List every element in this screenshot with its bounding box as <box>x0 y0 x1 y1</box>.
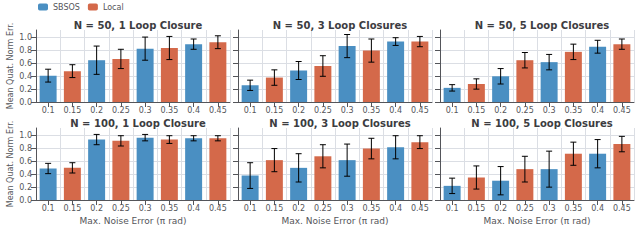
svg-text:0.45: 0.45 <box>209 204 227 213</box>
svg-text:0.35: 0.35 <box>160 204 178 213</box>
svg-text:Local: Local <box>103 3 124 12</box>
svg-text:0.6: 0.6 <box>19 157 32 166</box>
svg-text:0.35: 0.35 <box>564 106 582 115</box>
svg-text:0.6: 0.6 <box>19 59 32 68</box>
svg-text:0.3: 0.3 <box>341 106 354 115</box>
svg-text:0.45: 0.45 <box>209 106 227 115</box>
svg-text:0.25: 0.25 <box>314 106 332 115</box>
svg-text:0.25: 0.25 <box>516 106 534 115</box>
svg-text:0.15: 0.15 <box>265 204 283 213</box>
svg-text:0.35: 0.35 <box>362 204 380 213</box>
svg-text:0.2: 0.2 <box>494 204 507 213</box>
svg-text:0.2: 0.2 <box>494 106 507 115</box>
svg-text:0.4: 0.4 <box>389 106 402 115</box>
svg-text:Max. Noise Error (π rad): Max. Noise Error (π rad) <box>79 216 186 226</box>
svg-text:N = 50, 1 Loop Closure: N = 50, 1 Loop Closure <box>74 20 203 31</box>
svg-text:0.2: 0.2 <box>19 183 32 192</box>
svg-text:0.35: 0.35 <box>362 106 380 115</box>
svg-text:0.1: 0.1 <box>446 106 459 115</box>
svg-text:0.4: 0.4 <box>19 170 32 179</box>
svg-text:0.45: 0.45 <box>411 204 429 213</box>
svg-text:N = 100, 5 Loop Closures: N = 100, 5 Loop Closures <box>471 118 612 129</box>
svg-text:0.15: 0.15 <box>467 106 485 115</box>
svg-text:N = 50, 3 Loop Closures: N = 50, 3 Loop Closures <box>273 20 408 31</box>
svg-text:0.0: 0.0 <box>19 196 32 205</box>
svg-text:0.25: 0.25 <box>112 106 130 115</box>
svg-text:0.1: 0.1 <box>446 204 459 213</box>
svg-text:0.4: 0.4 <box>591 106 604 115</box>
svg-text:0.8: 0.8 <box>19 46 32 55</box>
svg-text:0.8: 0.8 <box>19 144 32 153</box>
svg-text:0.3: 0.3 <box>139 106 152 115</box>
svg-text:0.1: 0.1 <box>244 204 257 213</box>
svg-text:0.1: 0.1 <box>42 204 55 213</box>
svg-text:0.4: 0.4 <box>187 106 200 115</box>
svg-text:0.25: 0.25 <box>112 204 130 213</box>
svg-text:0.1: 0.1 <box>42 106 55 115</box>
svg-text:N = 50, 5 Loop Closures: N = 50, 5 Loop Closures <box>475 20 610 31</box>
svg-text:0.15: 0.15 <box>63 106 81 115</box>
svg-text:Max. Noise Error (π rad): Max. Noise Error (π rad) <box>483 216 590 226</box>
svg-text:0.4: 0.4 <box>187 204 200 213</box>
svg-text:0.2: 0.2 <box>292 106 305 115</box>
svg-text:Mean Quat. Norm Err.: Mean Quat. Norm Err. <box>6 121 15 208</box>
svg-text:1.0: 1.0 <box>19 131 32 140</box>
svg-text:0.25: 0.25 <box>516 204 534 213</box>
svg-text:0.45: 0.45 <box>613 204 631 213</box>
svg-text:0.1: 0.1 <box>244 106 257 115</box>
svg-text:0.4: 0.4 <box>591 204 604 213</box>
svg-text:0.15: 0.15 <box>265 106 283 115</box>
svg-text:0.25: 0.25 <box>314 204 332 213</box>
svg-text:0.15: 0.15 <box>467 204 485 213</box>
svg-text:0.3: 0.3 <box>341 204 354 213</box>
svg-text:N = 100, 3 Loop Closures: N = 100, 3 Loop Closures <box>269 118 410 129</box>
svg-text:0.0: 0.0 <box>19 98 32 107</box>
svg-text:0.3: 0.3 <box>543 106 556 115</box>
svg-text:1.0: 1.0 <box>19 33 32 42</box>
svg-text:0.35: 0.35 <box>160 106 178 115</box>
svg-text:SBSOS: SBSOS <box>53 3 80 12</box>
svg-text:0.2: 0.2 <box>90 106 103 115</box>
svg-text:0.3: 0.3 <box>139 204 152 213</box>
svg-text:Mean Quat. Norm Err.: Mean Quat. Norm Err. <box>6 23 15 110</box>
svg-text:0.2: 0.2 <box>90 204 103 213</box>
svg-text:0.15: 0.15 <box>63 204 81 213</box>
svg-text:0.45: 0.45 <box>411 106 429 115</box>
svg-text:0.45: 0.45 <box>613 106 631 115</box>
svg-text:Max. Noise Error (π rad): Max. Noise Error (π rad) <box>281 216 388 226</box>
svg-text:0.4: 0.4 <box>19 72 32 81</box>
svg-text:0.35: 0.35 <box>564 204 582 213</box>
svg-text:0.3: 0.3 <box>543 204 556 213</box>
svg-text:0.4: 0.4 <box>389 204 402 213</box>
svg-text:N = 100, 1 Loop Closure: N = 100, 1 Loop Closure <box>70 118 206 129</box>
svg-text:0.2: 0.2 <box>19 85 32 94</box>
svg-text:0.2: 0.2 <box>292 204 305 213</box>
